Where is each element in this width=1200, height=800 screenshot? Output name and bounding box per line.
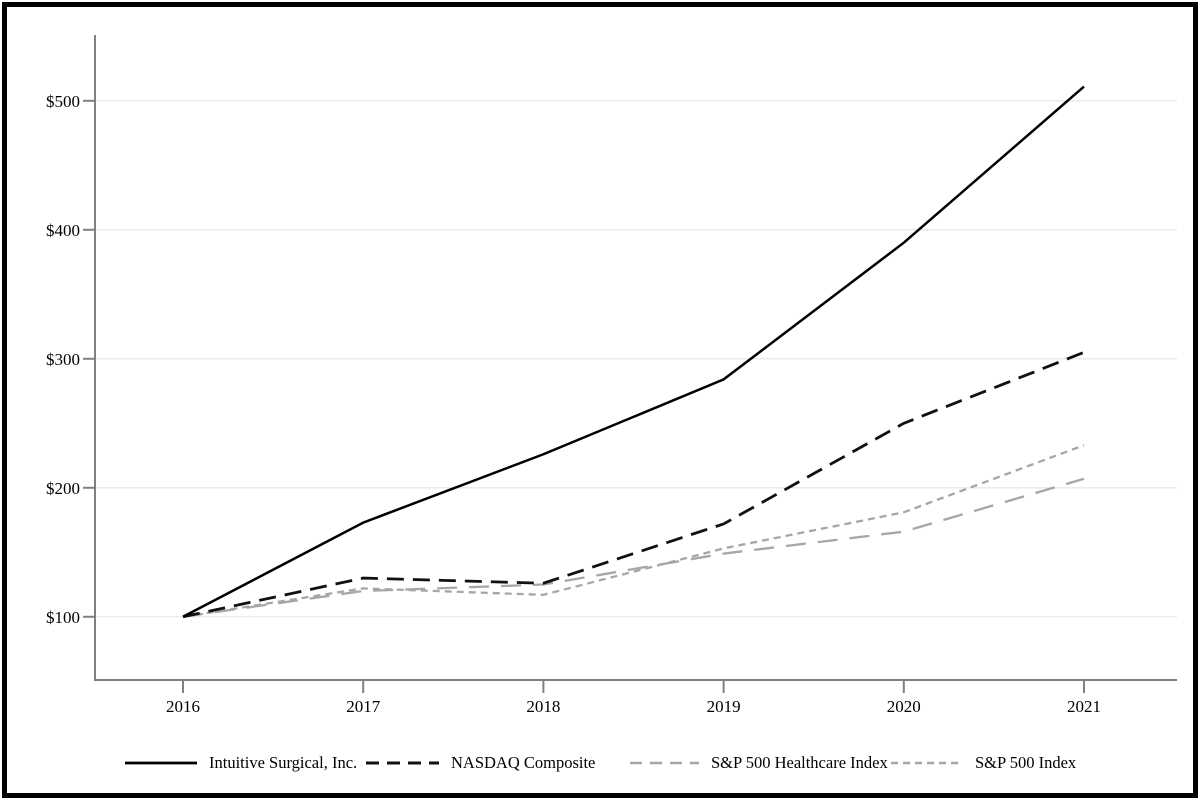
legend-label-nasdaq-composite: NASDAQ Composite bbox=[451, 753, 596, 772]
y-axis-tick-label: $100 bbox=[46, 608, 80, 627]
x-axis-tick-label: 2017 bbox=[346, 697, 381, 716]
legend-line-solid-icon bbox=[125, 761, 197, 765]
legend-line-dashed-icon bbox=[366, 761, 439, 765]
x-axis-tick-label: 2021 bbox=[1067, 697, 1101, 716]
legend-label-sp500-healthcare: S&P 500 Healthcare Index bbox=[711, 753, 888, 772]
x-axis-tick-label: 2020 bbox=[887, 697, 921, 716]
legend-item-intuitive-surgical: Intuitive Surgical, Inc. bbox=[124, 748, 357, 778]
x-axis-tick-label: 2019 bbox=[707, 697, 741, 716]
stock-performance-line-chart: $100 $200 $300 $400 $500 2016 2017 2018 2019 2020… bbox=[46, 35, 1177, 716]
y-axis-tick-label: $300 bbox=[46, 350, 80, 369]
legend-item-sp500-index: S&P 500 Index bbox=[890, 748, 1076, 778]
x-axis-tick-label: 2018 bbox=[526, 697, 560, 716]
series-line-3 bbox=[182, 444, 1085, 618]
legend-item-nasdaq-composite: NASDAQ Composite bbox=[365, 748, 595, 778]
legend-line-gray-dotted-icon bbox=[891, 761, 963, 765]
y-axis-tick-label: $400 bbox=[46, 221, 80, 240]
chart-legend: Intuitive Surgical, Inc. NASDAQ Composit… bbox=[7, 748, 1193, 780]
legend-label-intuitive-surgical: Intuitive Surgical, Inc. bbox=[209, 753, 358, 772]
legend-label-sp500-index: S&P 500 Index bbox=[975, 753, 1077, 772]
legend-line-gray-dashed-icon bbox=[630, 761, 699, 765]
x-axis-tick-label: 2016 bbox=[166, 697, 200, 716]
y-axis-tick-label: $200 bbox=[46, 479, 80, 498]
series-line-1 bbox=[182, 351, 1085, 619]
series-line-2 bbox=[182, 477, 1085, 618]
y-axis-tick-label: $500 bbox=[46, 92, 80, 111]
legend-item-sp500-healthcare: S&P 500 Healthcare Index bbox=[629, 748, 888, 778]
series-line-0 bbox=[182, 85, 1085, 618]
